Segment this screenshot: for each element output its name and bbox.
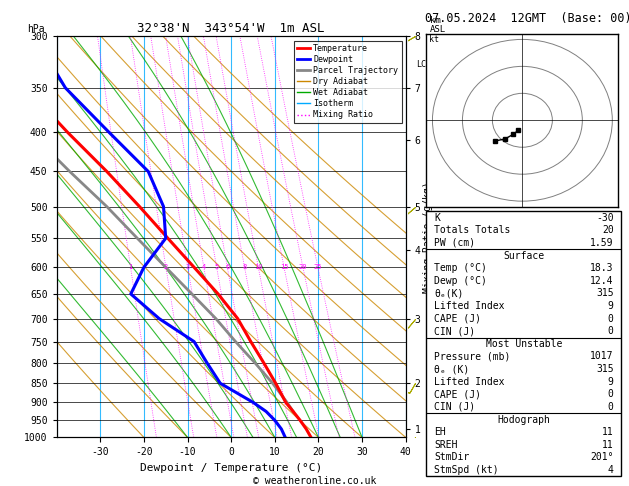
Text: θₑ(K): θₑ(K)	[434, 288, 464, 298]
Legend: Temperature, Dewpoint, Parcel Trajectory, Dry Adiabat, Wet Adiabat, Isotherm, Mi: Temperature, Dewpoint, Parcel Trajectory…	[294, 41, 401, 123]
Text: 315: 315	[596, 288, 614, 298]
Text: Pressure (mb): Pressure (mb)	[434, 351, 511, 362]
Text: 4: 4	[202, 264, 206, 270]
Text: hPa: hPa	[27, 24, 45, 35]
Text: 8: 8	[242, 264, 247, 270]
Title: 32°38'N  343°54'W  1m ASL: 32°38'N 343°54'W 1m ASL	[137, 22, 325, 35]
Text: 315: 315	[596, 364, 614, 374]
Text: 0: 0	[608, 402, 614, 412]
Text: 6: 6	[225, 264, 230, 270]
Text: 0: 0	[608, 389, 614, 399]
Text: Totals Totals: Totals Totals	[434, 226, 511, 235]
Text: 18.3: 18.3	[590, 263, 614, 273]
Text: 5: 5	[214, 264, 219, 270]
Text: 11: 11	[602, 427, 614, 437]
Text: PW (cm): PW (cm)	[434, 238, 476, 248]
Text: 3: 3	[186, 264, 190, 270]
Text: 1017: 1017	[590, 351, 614, 362]
Text: Lifted Index: Lifted Index	[434, 301, 504, 311]
Text: CIN (J): CIN (J)	[434, 326, 476, 336]
Text: 1.59: 1.59	[590, 238, 614, 248]
Text: θₑ (K): θₑ (K)	[434, 364, 469, 374]
Text: Lifted Index: Lifted Index	[434, 377, 504, 387]
Text: Temp (°C): Temp (°C)	[434, 263, 487, 273]
Text: 0: 0	[608, 313, 614, 324]
Text: SREH: SREH	[434, 440, 458, 450]
Text: 1: 1	[128, 264, 133, 270]
Y-axis label: Mixing Ratio (g/kg): Mixing Ratio (g/kg)	[423, 181, 433, 293]
Text: 20: 20	[299, 264, 307, 270]
Text: CAPE (J): CAPE (J)	[434, 389, 481, 399]
FancyBboxPatch shape	[426, 211, 621, 476]
Text: 25: 25	[314, 264, 322, 270]
Text: 11: 11	[602, 440, 614, 450]
Text: K: K	[434, 213, 440, 223]
X-axis label: Dewpoint / Temperature (°C): Dewpoint / Temperature (°C)	[140, 463, 322, 473]
Text: EH: EH	[434, 427, 446, 437]
Text: Most Unstable: Most Unstable	[486, 339, 562, 349]
Text: 20: 20	[602, 226, 614, 235]
Text: 12.4: 12.4	[590, 276, 614, 286]
Text: 9: 9	[608, 301, 614, 311]
Text: CAPE (J): CAPE (J)	[434, 313, 481, 324]
Text: 201°: 201°	[590, 452, 614, 462]
Text: km
ASL: km ASL	[430, 17, 446, 35]
Text: LCL: LCL	[416, 60, 431, 69]
Text: StmSpd (kt): StmSpd (kt)	[434, 465, 499, 475]
Text: 07.05.2024  12GMT  (Base: 00): 07.05.2024 12GMT (Base: 00)	[425, 12, 629, 25]
Text: 2: 2	[164, 264, 168, 270]
Text: 4: 4	[608, 465, 614, 475]
Text: StmDir: StmDir	[434, 452, 469, 462]
Text: © weatheronline.co.uk: © weatheronline.co.uk	[253, 476, 376, 486]
Text: 0: 0	[608, 326, 614, 336]
Text: 10: 10	[254, 264, 262, 270]
Text: CIN (J): CIN (J)	[434, 402, 476, 412]
Text: Dewp (°C): Dewp (°C)	[434, 276, 487, 286]
Text: 9: 9	[608, 377, 614, 387]
Text: 15: 15	[280, 264, 288, 270]
Text: Surface: Surface	[503, 251, 545, 260]
Text: kt: kt	[430, 35, 440, 44]
Text: Hodograph: Hodograph	[498, 415, 550, 425]
Text: -30: -30	[596, 213, 614, 223]
